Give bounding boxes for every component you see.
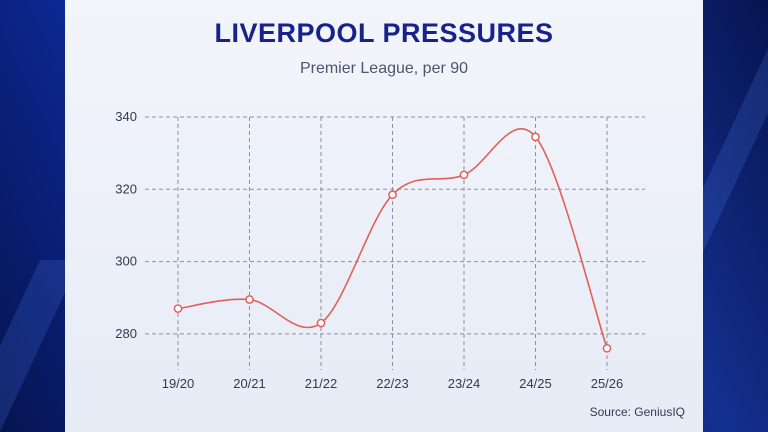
- chart-title: LIVERPOOL PRESSURES: [214, 18, 554, 48]
- y-tick-label: 340: [115, 109, 137, 124]
- x-tick-label: 25/26: [591, 376, 624, 391]
- source-note: Source: GeniusIQ: [589, 405, 685, 419]
- series-line: [177, 128, 608, 349]
- data-point: [173, 304, 183, 313]
- line-chart: 280 300 320 340 19/20 20/21 21/22 22/23 23/24 24/…: [115, 109, 645, 391]
- x-tick-label: 20/21: [233, 376, 266, 391]
- data-point: [316, 318, 326, 328]
- data-point: [531, 132, 540, 142]
- x-tick-label: 24/25: [519, 376, 552, 391]
- data-point: [602, 343, 612, 353]
- y-tick-label: 280: [115, 326, 137, 341]
- data-point: [245, 295, 254, 304]
- y-tick-label: 300: [115, 254, 137, 269]
- y-tick-label: 320: [115, 181, 137, 196]
- x-tick-label: 19/20: [162, 376, 195, 391]
- x-tick-label: 21/22: [305, 376, 338, 391]
- data-point: [459, 170, 469, 180]
- chart-card: LIVERPOOL PRESSURES Premier League, per …: [65, 0, 703, 432]
- x-tick-label: 23/24: [448, 376, 481, 391]
- chart-subtitle: Premier League, per 90: [299, 60, 469, 77]
- x-tick-label: 22/23: [376, 376, 409, 391]
- data-point: [388, 190, 397, 200]
